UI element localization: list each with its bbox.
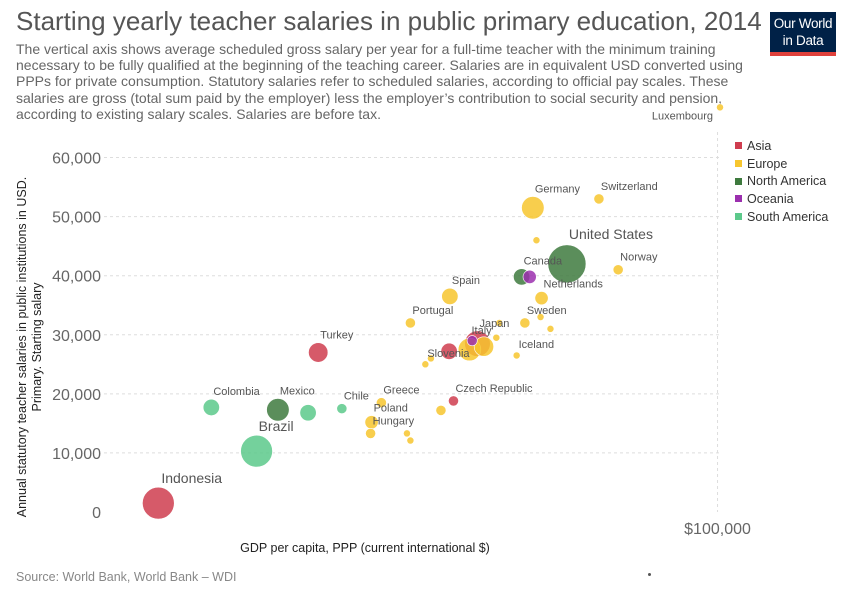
data-point bbox=[308, 342, 329, 363]
data-point-label: Greece bbox=[383, 385, 419, 397]
logo-line-2: in Data bbox=[782, 33, 824, 48]
data-point bbox=[403, 429, 411, 438]
data-point bbox=[299, 404, 317, 422]
y-tick-label: 60,000 bbox=[52, 151, 101, 168]
legend-swatch bbox=[735, 195, 742, 203]
data-point-label: Chile bbox=[344, 391, 369, 403]
x-tick-label: $100,000 bbox=[684, 521, 751, 538]
data-point-label: Iceland bbox=[519, 339, 554, 351]
data-point bbox=[512, 351, 521, 360]
data-point bbox=[404, 317, 416, 329]
data-point bbox=[466, 335, 478, 347]
chart-title: Starting yearly teacher salaries in publ… bbox=[16, 6, 762, 36]
legend-label: South America bbox=[747, 209, 829, 224]
logo-accent-bar bbox=[770, 52, 836, 56]
data-point-label: Luxembourg bbox=[652, 110, 713, 122]
data-point bbox=[521, 196, 545, 220]
data-point-label: Colombia bbox=[213, 386, 260, 398]
data-point bbox=[336, 403, 348, 415]
data-point bbox=[365, 428, 376, 439]
legend-label: North America bbox=[747, 174, 827, 189]
data-point-label: Czech Republic bbox=[455, 383, 533, 395]
data-point-label: Brazil bbox=[259, 418, 294, 434]
stray-dot bbox=[648, 573, 651, 576]
data-point-label: Slovenia bbox=[427, 348, 470, 360]
y-tick-label: 10,000 bbox=[52, 446, 101, 463]
y-tick-label: 40,000 bbox=[52, 269, 101, 286]
data-point bbox=[593, 193, 605, 205]
data-point bbox=[546, 325, 555, 333]
data-point bbox=[495, 319, 504, 327]
data-point bbox=[266, 398, 290, 422]
y-tick-label: 30,000 bbox=[52, 328, 101, 345]
source-note[interactable]: Source: World Bank, World Bank – WDI bbox=[16, 570, 237, 584]
legend-swatch bbox=[735, 160, 742, 168]
legend-label: Oceania bbox=[747, 191, 794, 206]
data-point-label: Switzerland bbox=[601, 181, 658, 193]
y-tick-label: 0 bbox=[92, 505, 101, 522]
data-point bbox=[142, 486, 175, 520]
data-point bbox=[448, 395, 459, 407]
data-point-label: Portugal bbox=[412, 305, 453, 317]
legend-item[interactable]: North America bbox=[735, 172, 828, 190]
legend-item[interactable]: Asia bbox=[735, 137, 828, 155]
data-point-label: Sweden bbox=[527, 305, 567, 317]
data-point bbox=[492, 333, 501, 342]
data-point-label: Turkey bbox=[320, 330, 354, 342]
legend-item[interactable]: Europe bbox=[735, 155, 828, 173]
data-point-label: Norway bbox=[620, 252, 658, 264]
data-point bbox=[421, 360, 430, 369]
data-point-label: Indonesia bbox=[161, 470, 222, 486]
data-point bbox=[441, 287, 459, 305]
data-point-label: Germany bbox=[535, 183, 581, 195]
data-point-label: Canada bbox=[524, 256, 563, 268]
data-point-label: Italy bbox=[471, 325, 492, 337]
data-point bbox=[519, 317, 531, 329]
legend-swatch bbox=[735, 142, 742, 150]
data-point bbox=[240, 434, 273, 468]
data-point-label: Mexico bbox=[280, 385, 315, 397]
y-axis-label: Annual statutory teacher salaries in pub… bbox=[15, 176, 44, 518]
data-point-label: Poland bbox=[374, 403, 408, 415]
legend-label: Asia bbox=[747, 138, 772, 153]
data-point bbox=[534, 291, 549, 306]
data-point bbox=[536, 313, 545, 321]
data-point bbox=[375, 397, 387, 409]
legend-item[interactable]: Oceania bbox=[735, 190, 828, 208]
legend-label: Europe bbox=[747, 156, 788, 171]
chart-subtitle: The vertical axis shows average schedule… bbox=[16, 41, 743, 122]
data-point bbox=[435, 404, 447, 416]
owid-logo[interactable]: Our World in Data bbox=[770, 12, 836, 56]
legend-swatch bbox=[735, 177, 742, 185]
y-axis-label-wrap: Annual statutory teacher salaries in pub… bbox=[15, 174, 45, 520]
data-point bbox=[427, 354, 435, 363]
y-tick-label: 20,000 bbox=[52, 387, 101, 404]
chart-legend: Asia Europe North America Oceania South Amer… bbox=[735, 137, 828, 225]
legend-item[interactable]: South America bbox=[735, 208, 828, 226]
data-point bbox=[406, 436, 415, 445]
data-point-label: Spain bbox=[452, 275, 480, 287]
logo-line-1: Our World bbox=[773, 16, 833, 31]
data-point-label: Hungary bbox=[373, 415, 415, 427]
y-tick-label: 50,000 bbox=[52, 210, 101, 227]
data-point bbox=[473, 336, 494, 357]
legend-swatch bbox=[735, 213, 742, 221]
data-point bbox=[440, 342, 458, 360]
data-point bbox=[547, 244, 587, 284]
data-point-label: Japan bbox=[479, 318, 509, 330]
data-point-label: United States bbox=[569, 226, 653, 242]
data-point bbox=[202, 398, 220, 416]
data-point-label: Netherlands bbox=[544, 278, 604, 290]
data-point bbox=[612, 264, 624, 276]
x-axis-label: GDP per capita, PPP (current internation… bbox=[240, 541, 490, 555]
data-point bbox=[522, 269, 537, 284]
data-point bbox=[532, 236, 541, 245]
data-point bbox=[716, 103, 724, 112]
